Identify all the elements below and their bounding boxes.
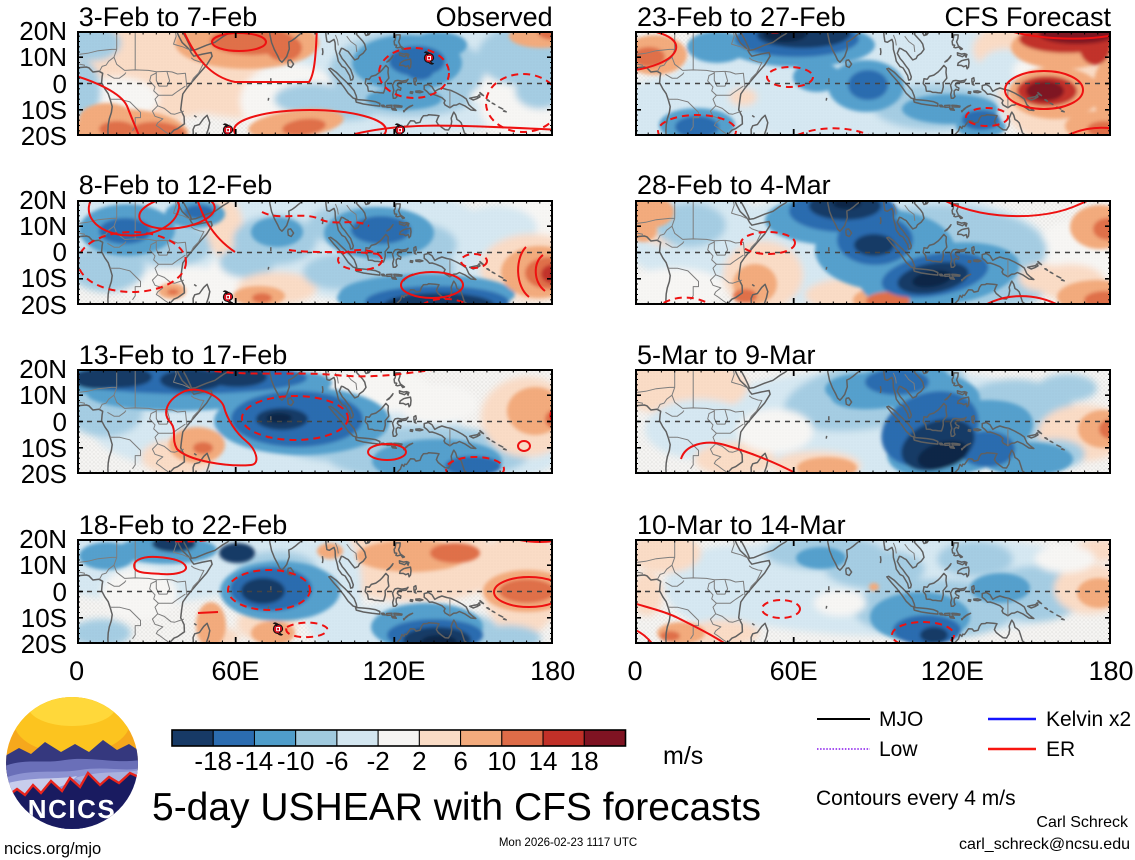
svg-text:NCICS: NCICS [28, 794, 116, 824]
